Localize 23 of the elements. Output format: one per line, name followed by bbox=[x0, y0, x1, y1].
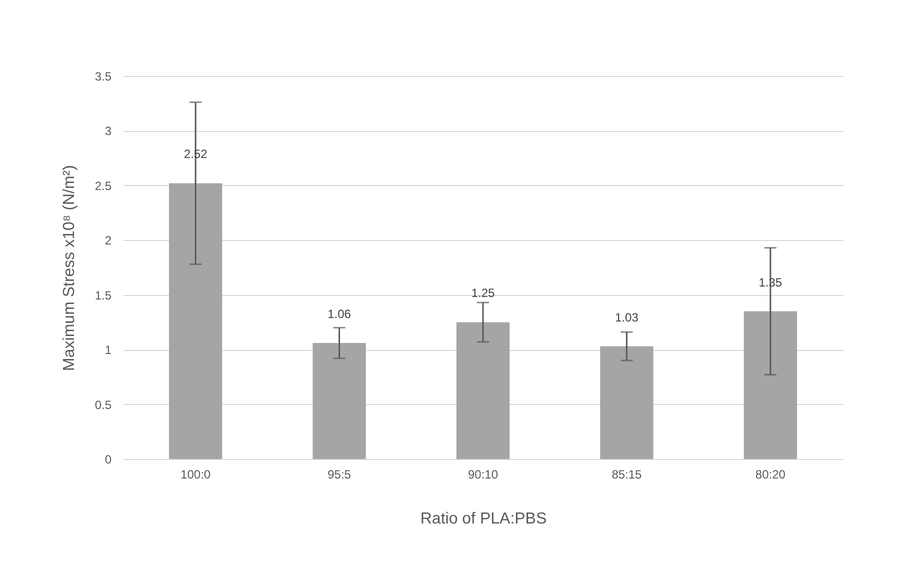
bar bbox=[456, 322, 510, 459]
x-tick-label: 80:20 bbox=[755, 468, 786, 482]
y-tick-label: 0.5 bbox=[94, 398, 112, 412]
x-axis-title: Ratio of PLA:PBS bbox=[420, 510, 547, 528]
bar bbox=[168, 183, 222, 459]
y-tick-label: 2.5 bbox=[94, 178, 112, 193]
data-label: 1.03 bbox=[615, 310, 639, 324]
y-tick-label: 0 bbox=[104, 452, 112, 466]
data-label: 1.06 bbox=[328, 307, 352, 322]
y-tick-label: 3.5 bbox=[94, 70, 112, 84]
x-tick-label: 100:0 bbox=[180, 468, 211, 482]
y-axis-title: Maximum Stress x10⁸ (N/m²) bbox=[60, 165, 78, 371]
y-tick-label: 2 bbox=[104, 234, 112, 248]
y-tick-label: 1 bbox=[104, 343, 112, 358]
bar bbox=[600, 346, 654, 459]
x-tick-label: 95:5 bbox=[328, 468, 352, 482]
bar bbox=[744, 311, 798, 459]
bar bbox=[312, 343, 366, 459]
data-label: 1.25 bbox=[471, 286, 495, 300]
x-tick-label: 90:10 bbox=[468, 468, 498, 482]
y-tick-label: 1.5 bbox=[94, 288, 112, 302]
x-tick-label: 85:15 bbox=[612, 468, 642, 482]
y-tick-label: 3 bbox=[104, 124, 112, 138]
